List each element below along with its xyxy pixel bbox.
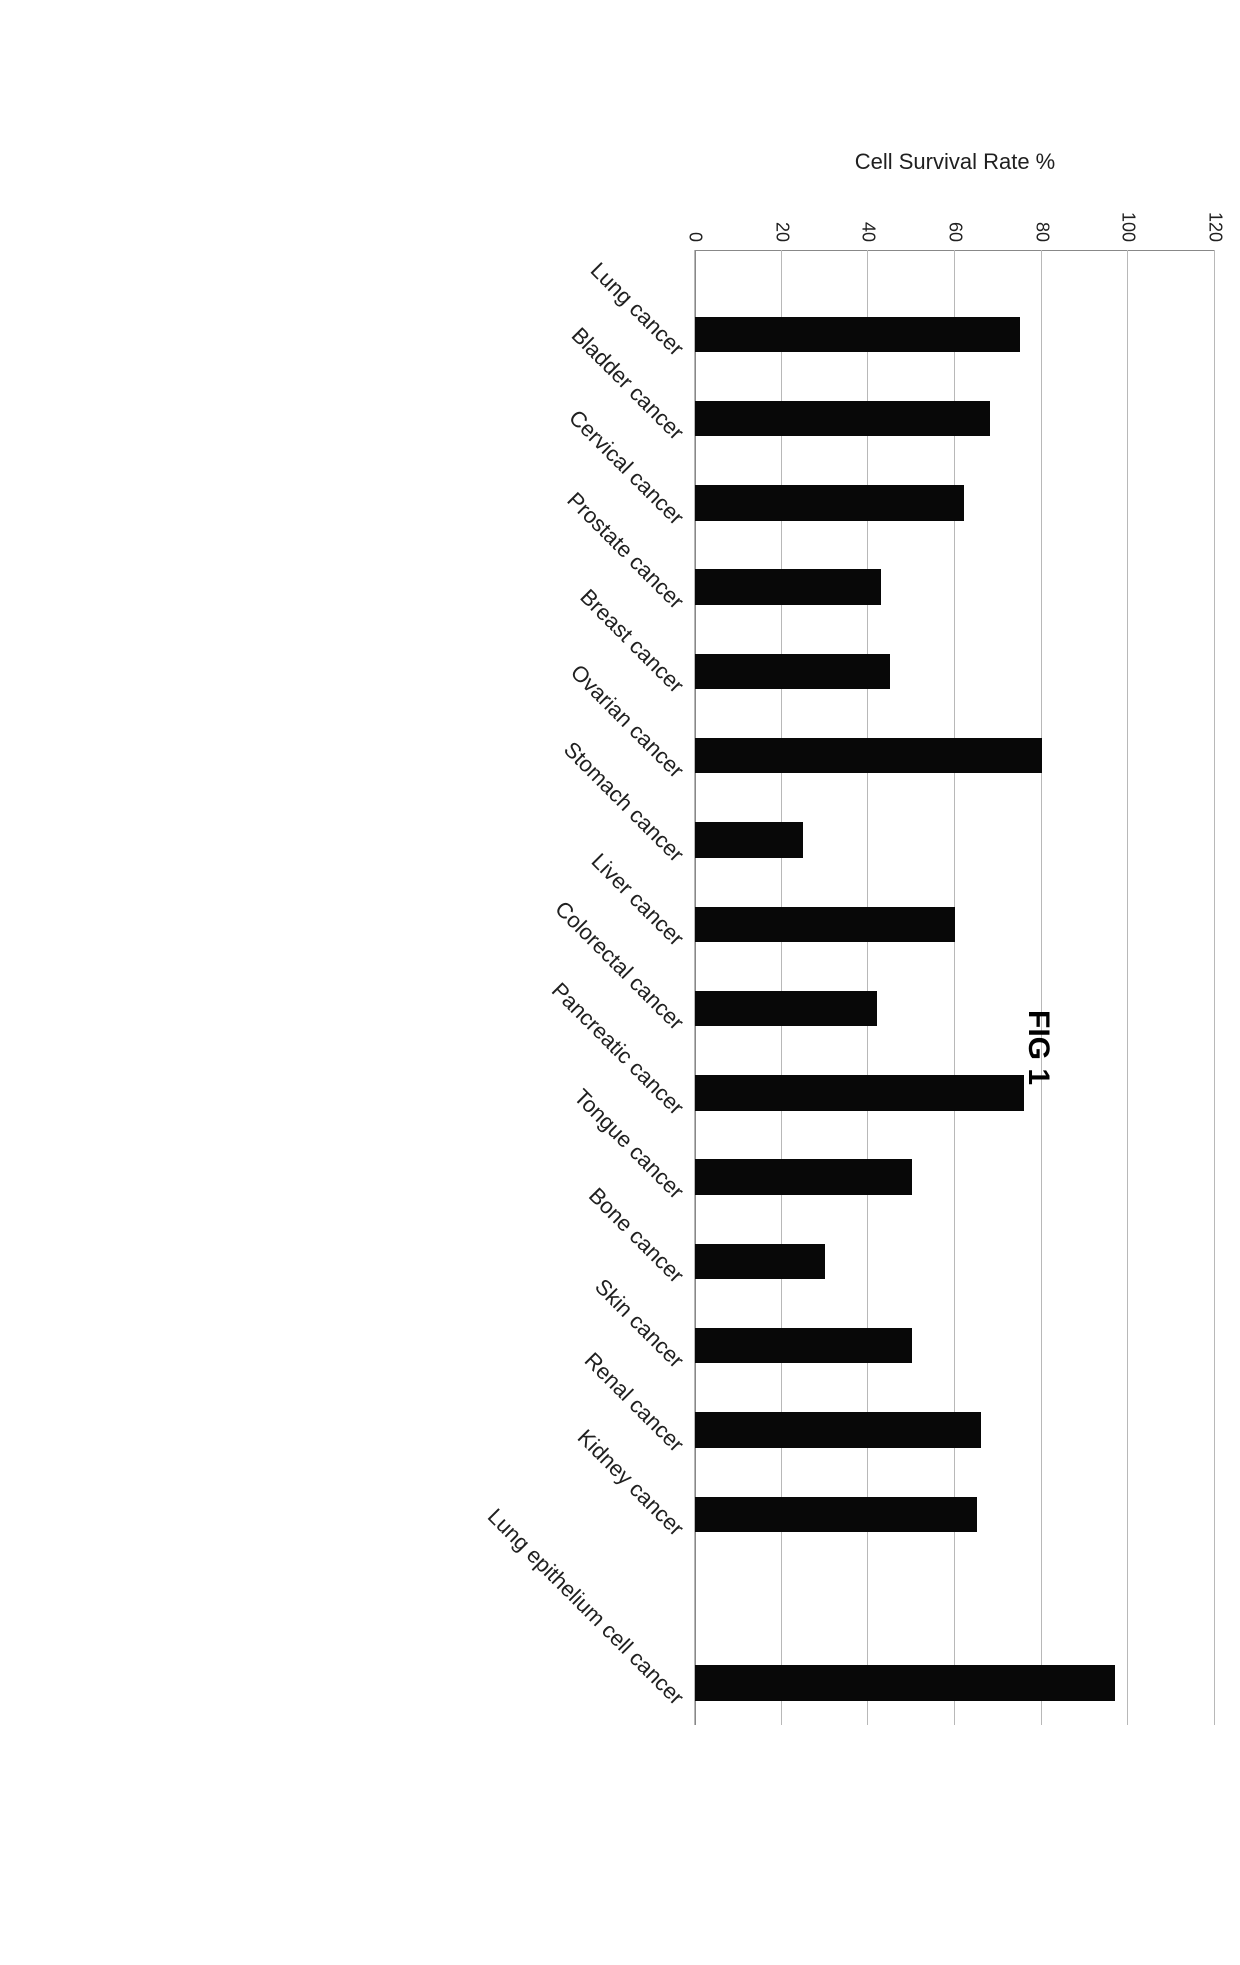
bar (695, 317, 1020, 352)
y-tick-label: 40 (858, 192, 879, 242)
bar (695, 1412, 981, 1447)
gridline (1214, 250, 1215, 1725)
y-axis-label: Cell Survival Rate % (695, 149, 1215, 175)
bar (695, 654, 890, 689)
bar (695, 401, 990, 436)
y-tick-label: 60 (945, 192, 966, 242)
y-tick-label: 0 (685, 192, 706, 242)
bar (695, 822, 803, 857)
bar (695, 1075, 1024, 1110)
y-tick-label: 80 (1031, 192, 1052, 242)
bar (695, 569, 881, 604)
bar (695, 1159, 912, 1194)
bar (695, 1244, 825, 1279)
chart-container: Cell Survival Rate % 020406080100120Lung… (230, 155, 1230, 1755)
gridline (1041, 250, 1042, 1725)
bar (695, 1497, 977, 1532)
y-tick-label: 120 (1205, 192, 1226, 242)
survival-rate-bar-chart: Cell Survival Rate % 020406080100120Lung… (230, 155, 1230, 1755)
bar (695, 1665, 1115, 1700)
bar (695, 738, 1042, 773)
y-tick-label: 100 (1118, 192, 1139, 242)
figure-caption: FIG 1 (1021, 1010, 1055, 1085)
y-tick-label: 20 (771, 192, 792, 242)
page: Cell Survival Rate % 020406080100120Lung… (0, 0, 1240, 1965)
gridline (1127, 250, 1128, 1725)
bar (695, 907, 955, 942)
x-tick-label: Lung epithelium cell cancer (482, 1503, 689, 1710)
bar (695, 485, 964, 520)
bar (695, 1328, 912, 1363)
plot-area: 020406080100120Lung cancerBladder cancer… (695, 250, 1215, 1725)
bar (695, 991, 877, 1026)
y-axis-line (695, 250, 1215, 251)
